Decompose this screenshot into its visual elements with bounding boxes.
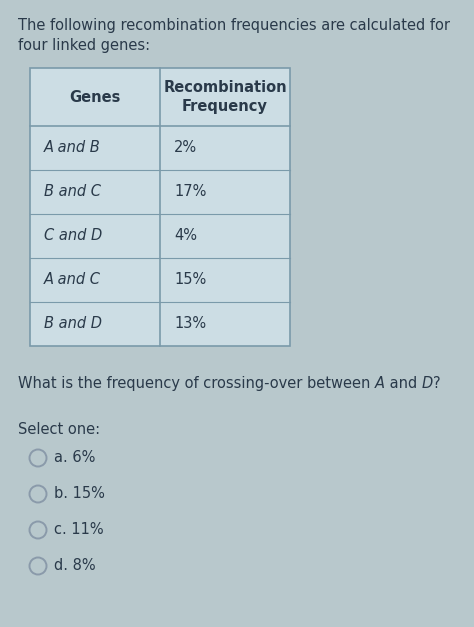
Text: four linked genes:: four linked genes:	[18, 38, 150, 53]
Text: Genes: Genes	[69, 90, 121, 105]
Text: 2%: 2%	[174, 140, 197, 155]
Text: A and B: A and B	[44, 140, 101, 155]
Bar	[30, 68, 290, 346]
Text: 13%: 13%	[174, 317, 206, 332]
Text: d. 8%: d. 8%	[55, 559, 96, 574]
Text: b. 15%: b. 15%	[55, 487, 105, 502]
Text: 15%: 15%	[174, 273, 206, 288]
Text: 17%: 17%	[174, 184, 206, 199]
Text: A and C: A and C	[44, 273, 101, 288]
Text: 4%: 4%	[174, 228, 197, 243]
Text: What is the frequency of crossing-over between: What is the frequency of crossing-over b…	[18, 376, 375, 391]
Text: Recombination
Frequency: Recombination Frequency	[163, 80, 287, 114]
Text: B and C: B and C	[44, 184, 101, 199]
Text: and: and	[385, 376, 422, 391]
Text: The following recombination frequencies are calculated for: The following recombination frequencies …	[18, 18, 450, 33]
Text: C and D: C and D	[44, 228, 102, 243]
Text: c. 11%: c. 11%	[55, 522, 104, 537]
Text: A: A	[375, 376, 385, 391]
Text: D: D	[422, 376, 433, 391]
Text: ?: ?	[433, 376, 441, 391]
Text: B and D: B and D	[44, 317, 102, 332]
Text: a. 6%: a. 6%	[55, 451, 96, 465]
Text: Select one:: Select one:	[18, 422, 100, 437]
